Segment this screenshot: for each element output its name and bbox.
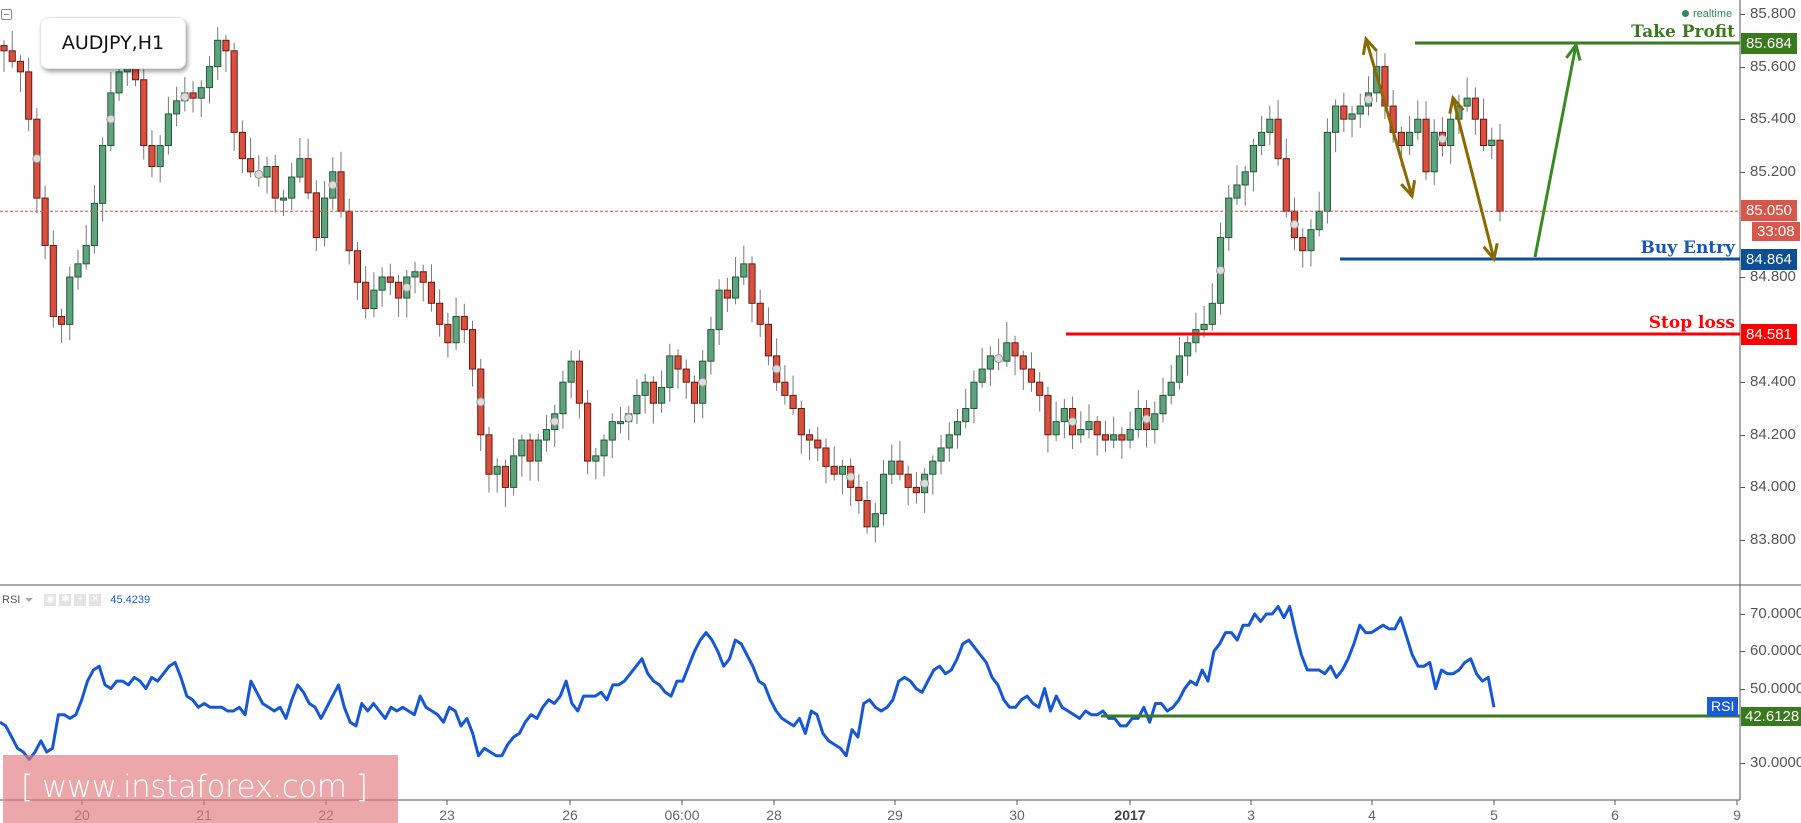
- rsi-title: RSI: [2, 594, 21, 606]
- price-tick: [1740, 434, 1745, 436]
- take-profit-label: Take Profit: [1631, 22, 1735, 42]
- time-tick-label: 4: [1368, 807, 1376, 823]
- rsi-tick: [1740, 651, 1745, 653]
- rsi-tick-label: 30.0000: [1750, 754, 1801, 772]
- time-tick-label: 9: [1733, 807, 1741, 823]
- price-tick-label: 84.400: [1750, 373, 1796, 391]
- rsi-level-tag: 42.6128: [1741, 707, 1801, 726]
- close-icon[interactable]: ✕: [89, 594, 102, 606]
- price-tick: [1740, 14, 1745, 15]
- time-tick-label: 30: [1009, 807, 1025, 823]
- rsi-tick: [1740, 614, 1745, 615]
- time-tick-label: 26: [562, 807, 578, 823]
- rsi-tick: [1740, 688, 1745, 690]
- gear-icon[interactable]: ✱: [59, 594, 72, 606]
- price-tick: [1740, 66, 1745, 68]
- realtime-dot-icon: [1682, 10, 1689, 17]
- watermark-text: [ www.instaforex.com ]: [21, 769, 368, 805]
- rsi-tick-label: 70.0000: [1750, 605, 1801, 622]
- price-tick-label: 84.800: [1750, 268, 1796, 285]
- rsi-tick-label: 50.0000: [1750, 679, 1801, 697]
- time-tick-label: 06:00: [664, 807, 700, 823]
- candles: [0, 27, 1504, 543]
- symbol-label: AUDJPY,H1: [40, 17, 186, 69]
- price-tick: [1740, 487, 1745, 489]
- price-tick-label: 84.000: [1750, 478, 1796, 496]
- take-profit-price-tag: 85.684: [1741, 33, 1797, 54]
- current-price-tag: 85.050: [1741, 200, 1797, 221]
- rsi-current-value: 45.4239: [110, 594, 151, 606]
- buy-entry-label: Buy Entry: [1640, 238, 1735, 258]
- plus-icon[interactable]: +: [74, 594, 87, 606]
- rsi-legend: RSI ◉ ✱ + ✕ 45.4239: [2, 594, 150, 606]
- collapse-icon[interactable]: [1, 9, 12, 20]
- realtime-indicator: realtime: [1682, 8, 1732, 20]
- price-tick-label: 85.400: [1750, 110, 1796, 128]
- price-tick: [1740, 277, 1745, 278]
- price-tick: [1740, 119, 1745, 121]
- price-tick-label: 85.200: [1750, 162, 1796, 180]
- price-tick: [1740, 540, 1745, 541]
- countdown-tag: 33:08: [1752, 222, 1800, 241]
- time-tick-label: 3: [1247, 807, 1255, 823]
- time-tick-label: 6: [1611, 807, 1619, 823]
- price-tick-label: 83.800: [1750, 531, 1796, 548]
- time-tick-label: 5: [1490, 807, 1498, 823]
- price-tick: [1740, 382, 1745, 384]
- rsi-dropdown-icon[interactable]: [25, 598, 34, 602]
- price-tick-label: 84.200: [1750, 425, 1796, 443]
- price-tick-label: 85.800: [1750, 5, 1796, 22]
- rsi-tick-label: 60.0000: [1750, 642, 1801, 660]
- stop-loss-label: Stop loss: [1648, 313, 1735, 333]
- time-tick-label: 29: [887, 807, 903, 823]
- time-tick-label: 23: [439, 807, 455, 823]
- watermark: [ www.instaforex.com ]: [3, 755, 398, 823]
- symbol-text: AUDJPY,H1: [61, 32, 165, 54]
- price-tick-label: 85.600: [1750, 57, 1796, 75]
- rsi-tick: [1740, 763, 1745, 765]
- time-tick-label: 2017: [1114, 807, 1146, 823]
- realtime-text: realtime: [1693, 8, 1733, 20]
- time-tick-label: 28: [766, 807, 782, 823]
- price-tick: [1740, 171, 1745, 173]
- rsi-tag: RSI: [1707, 697, 1739, 716]
- buy-entry-price-tag: 84.864: [1741, 249, 1797, 270]
- eye-icon[interactable]: ◉: [44, 594, 57, 606]
- stop-loss-price-tag: 84.581: [1741, 324, 1797, 345]
